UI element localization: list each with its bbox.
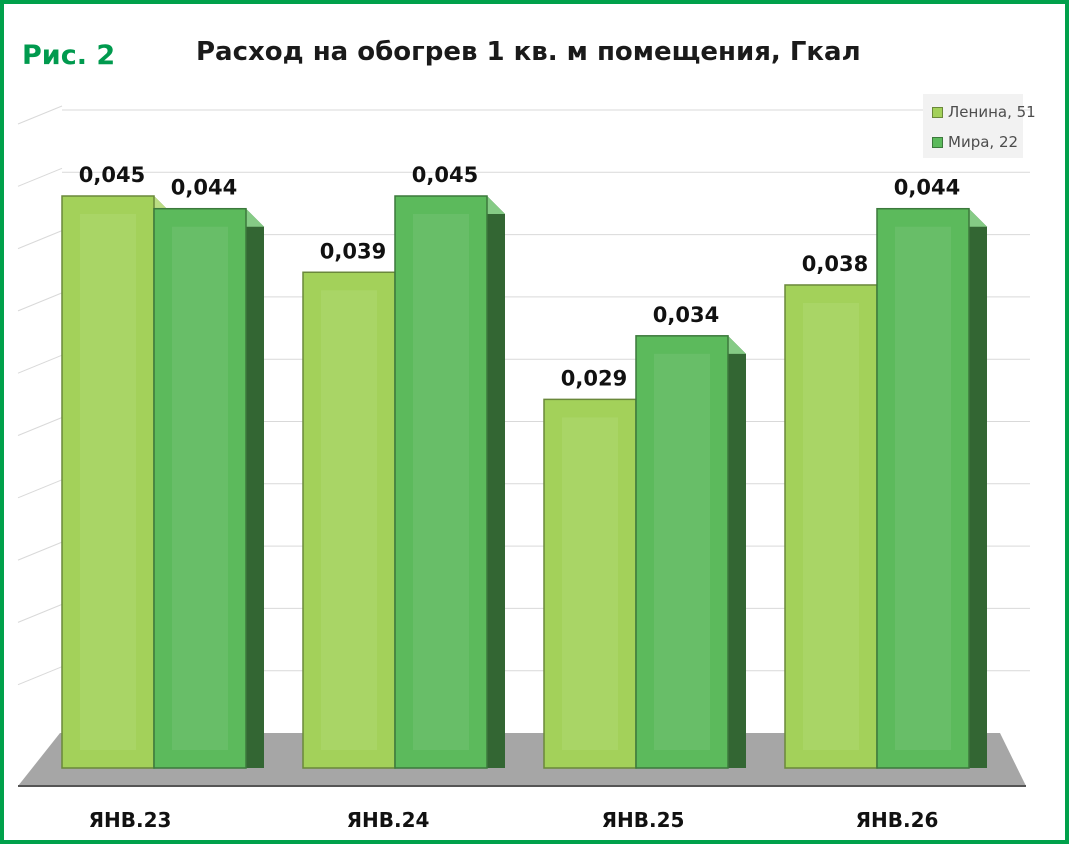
gridline-side — [17, 479, 63, 499]
legend-item-mira: Мира, 22 — [932, 133, 1018, 151]
data-label: 0,044 — [171, 176, 237, 200]
gridline-side — [17, 354, 63, 374]
x-tick-label: ЯНВ.24 — [347, 808, 430, 832]
gridline-side — [17, 603, 63, 623]
legend-swatch-mira — [932, 136, 943, 148]
data-label: 0,045 — [412, 163, 478, 187]
data-label: 0,029 — [561, 366, 627, 390]
x-tick-label: ЯНВ.23 — [89, 808, 172, 832]
gridline-side — [17, 541, 63, 561]
data-label: 0,038 — [802, 252, 868, 276]
legend-label-lenina: Ленина, 51 — [948, 103, 1036, 121]
legend-item-lenina: Ленина, 51 — [932, 103, 1036, 121]
data-label: 0,039 — [320, 239, 386, 263]
data-label: 0,034 — [653, 303, 719, 327]
legend-swatch-lenina — [932, 106, 943, 118]
gridline-side — [17, 417, 63, 436]
bar-highlight — [654, 353, 710, 750]
bar-highlight — [413, 214, 469, 750]
bar-side — [487, 196, 505, 768]
bar-highlight — [803, 302, 859, 750]
gridline-side — [17, 230, 63, 250]
gridline-side — [17, 167, 63, 187]
legend-label-mira: Мира, 22 — [948, 133, 1019, 151]
data-label: 0,045 — [79, 163, 145, 187]
gridline-side — [17, 292, 63, 312]
bar-highlight — [172, 226, 228, 750]
bar-side — [969, 208, 987, 768]
legend: Ленина, 51 Мира, 22 — [923, 94, 1036, 158]
x-tick-label: ЯНВ.25 — [602, 808, 685, 832]
chart-title: Расход на обогрев 1 кв. м помещения, Гка… — [196, 37, 861, 67]
chart-floor — [18, 733, 1026, 786]
bar-highlight — [895, 226, 951, 750]
data-label: 0,044 — [894, 176, 960, 200]
gridline-side — [17, 666, 63, 686]
bar-highlight — [80, 214, 136, 750]
gridline-side — [17, 105, 63, 125]
figure-label: Рис. 2 — [22, 40, 116, 71]
bar-highlight — [562, 417, 618, 750]
x-tick-label: ЯНВ.26 — [856, 808, 939, 832]
bar-side — [246, 208, 264, 768]
bar-side — [728, 335, 746, 768]
bar-highlight — [321, 290, 377, 750]
